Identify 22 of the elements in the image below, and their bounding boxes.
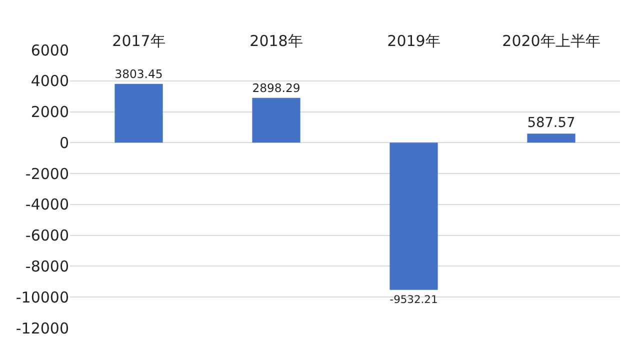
y-tick-label: 4000 [30,72,69,90]
y-tick-label: 2000 [30,103,69,122]
bar [527,134,576,143]
y-tick-label: -4000 [25,196,69,214]
data-label: 587.57 [527,114,576,131]
y-tick-label: -6000 [25,226,69,245]
y-tick-label: 6000 [30,41,69,60]
bar [390,142,438,290]
y-tick-label: -12000 [16,319,69,338]
y-tick-label: -10000 [16,288,69,306]
data-label: 3803.45 [114,66,163,81]
x-tick-label: 2018年 [250,32,303,50]
data-label: 2898.29 [252,80,300,95]
data-label: -9532.21 [390,292,438,306]
x-tick-label: 2020年上半年 [502,32,600,50]
bar [252,98,300,143]
y-tick-label: -2000 [25,164,69,183]
y-tick-label: -8000 [25,257,69,276]
x-tick-label: 2017年 [112,32,166,50]
y-tick-label: 0 [59,134,69,152]
x-tick-label: 2019年 [387,32,440,50]
bar [114,84,163,143]
